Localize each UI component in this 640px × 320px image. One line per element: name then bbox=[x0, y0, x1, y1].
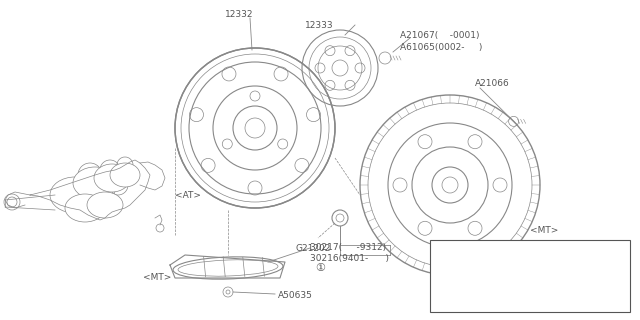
Ellipse shape bbox=[110, 163, 140, 187]
Text: 12333: 12333 bbox=[305, 20, 333, 29]
Text: A61065(0002-     ): A61065(0002- ) bbox=[400, 43, 483, 52]
Text: <MT>: <MT> bbox=[530, 226, 558, 235]
Text: <AT>: <AT> bbox=[175, 190, 201, 199]
Text: 12310: 12310 bbox=[458, 271, 484, 281]
Text: 12342: 12342 bbox=[458, 295, 484, 305]
Ellipse shape bbox=[50, 177, 100, 213]
Text: A21067(    -0001): A21067( -0001) bbox=[400, 30, 479, 39]
Ellipse shape bbox=[94, 164, 130, 192]
Text: (9807-       ): (9807- ) bbox=[501, 295, 550, 305]
Text: EJ253: EJ253 bbox=[582, 295, 606, 305]
Text: ①: ① bbox=[315, 263, 325, 273]
Text: G21202: G21202 bbox=[295, 244, 330, 252]
Ellipse shape bbox=[73, 167, 117, 199]
Text: 12332: 12332 bbox=[225, 10, 253, 19]
Ellipse shape bbox=[65, 194, 105, 222]
Text: 30216(9401-      ): 30216(9401- ) bbox=[310, 253, 389, 262]
Text: 12310: 12310 bbox=[458, 247, 484, 257]
Text: <MT>: <MT> bbox=[143, 274, 172, 283]
Text: (9807-       ): (9807- ) bbox=[501, 271, 550, 281]
Text: 30217(     -9312): 30217( -9312) bbox=[310, 243, 386, 252]
Text: A21066: A21066 bbox=[475, 78, 509, 87]
FancyBboxPatch shape bbox=[430, 240, 630, 312]
Ellipse shape bbox=[87, 192, 123, 218]
Text: (       -9806): ( -9806) bbox=[501, 247, 550, 257]
Text: ①: ① bbox=[435, 271, 443, 281]
Text: A011001008: A011001008 bbox=[581, 306, 630, 315]
Text: A50635: A50635 bbox=[278, 291, 313, 300]
Text: EJ22#: EJ22# bbox=[581, 271, 607, 281]
